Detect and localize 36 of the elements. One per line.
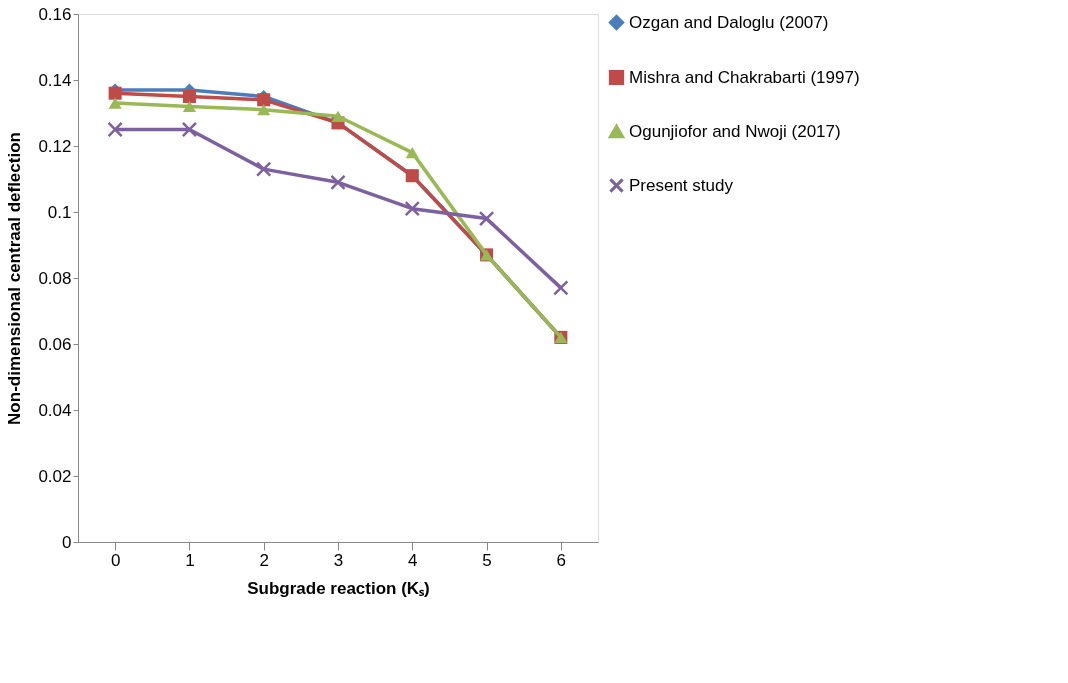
x-tick-label: 5 bbox=[482, 550, 492, 570]
y-tick-label: 0.08 bbox=[38, 268, 72, 288]
y-tick-label: 0.02 bbox=[38, 466, 72, 486]
point bbox=[107, 121, 123, 138]
y-tick-label: 0.04 bbox=[38, 400, 72, 420]
x-tick-label: 6 bbox=[556, 550, 567, 570]
legend-label: Present study bbox=[629, 175, 734, 195]
point bbox=[330, 174, 346, 191]
point bbox=[181, 121, 198, 138]
point bbox=[108, 97, 122, 109]
legend-label: Mishra and Chakrabarti (1997) bbox=[629, 67, 860, 87]
legend-label: Ogunjiofor and Nwoji (2017) bbox=[629, 121, 841, 141]
legend-label: Ozgan and Daloglu (2007) bbox=[629, 12, 829, 32]
y-tick-label: 0.06 bbox=[38, 334, 72, 354]
point bbox=[257, 93, 271, 107]
y-tick-label: 0.16 bbox=[38, 4, 72, 24]
y-tick-label: 0 bbox=[62, 532, 72, 552]
point bbox=[255, 161, 272, 177]
y-tick-label: 0.14 bbox=[38, 70, 72, 90]
point bbox=[553, 280, 569, 296]
point bbox=[478, 210, 495, 227]
x-tick-label: 2 bbox=[259, 550, 269, 570]
point bbox=[257, 104, 271, 116]
x-tick-label: 4 bbox=[408, 550, 418, 570]
x-tick-label: 1 bbox=[185, 550, 195, 570]
point bbox=[182, 100, 196, 113]
x-tick-label: 3 bbox=[333, 550, 344, 570]
y-axis-title: Non-dimensional centraal deflection bbox=[5, 132, 25, 425]
point bbox=[405, 146, 419, 159]
x-tick-label: 0 bbox=[110, 550, 121, 570]
point bbox=[182, 89, 196, 104]
point bbox=[331, 110, 345, 122]
y-tick-label: 0.12 bbox=[38, 136, 72, 156]
x-axis-title: Subgrade reaction (Kₛ) bbox=[247, 578, 430, 598]
point bbox=[404, 200, 421, 217]
y-tick-label: 0.1 bbox=[47, 202, 72, 222]
